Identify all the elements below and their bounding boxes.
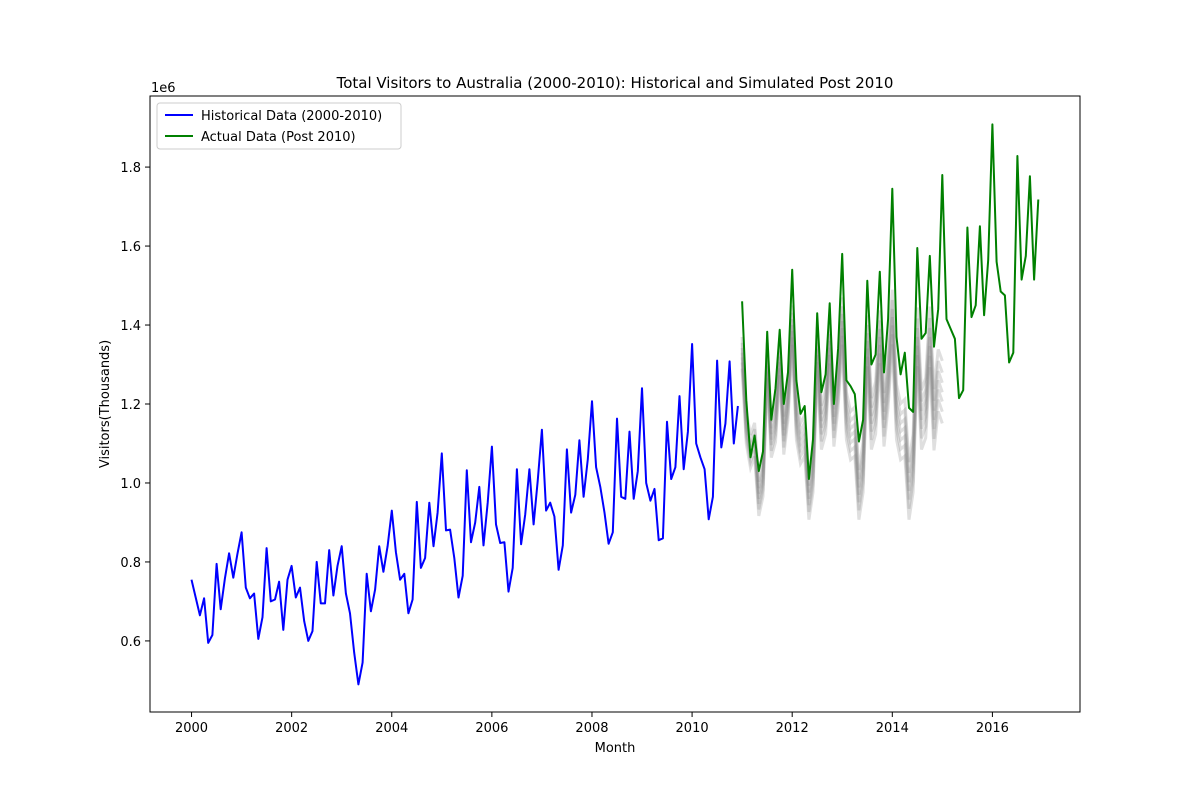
y-axis-label: Visitors(Thousands) [98,340,113,468]
simulation-path-3 [740,317,944,500]
x-tick-label: 2008 [575,721,608,736]
y-tick-label: 1.2 [120,398,141,413]
y-axis: 0.6 0.8 1.0 1.2 1.4 1.6 1.8 [120,161,150,650]
y-tick-label: 1.0 [120,477,141,492]
legend-frame [156,102,402,150]
x-axis-label: Month [595,741,636,756]
legend: Historical Data (2000-2010) Actual Data … [156,102,402,150]
legend-label-historical: Historical Data (2000-2010) [201,109,382,124]
x-tick-label: 2010 [676,721,709,736]
simulation-path-6 [740,289,944,483]
y-tick-label: 0.8 [120,556,141,571]
x-tick-label: 2002 [275,721,308,736]
simulation-path-0 [740,344,944,520]
plot-area [190,123,1040,686]
x-tick-label: 2014 [876,721,909,736]
x-tick-label: 2006 [475,721,508,736]
series-line-historical [190,343,739,686]
y-offset-label: 1e6 [151,81,176,96]
series-line-actual [741,123,1040,480]
y-tick-label: 1.4 [120,319,141,334]
simulation-path-5 [740,299,944,489]
chart-title: Total Visitors to Australia (2000-2010):… [336,74,894,92]
x-axis: 2000 2002 2004 2006 2008 2010 2012 2014 2016 [175,712,1009,736]
y-tick-label: 1.8 [120,161,141,176]
simulation-path-4 [740,308,944,494]
x-tick-label: 2004 [375,721,408,736]
x-tick-label: 2012 [776,721,809,736]
simulation-path-2 [740,325,944,506]
y-tick-label: 0.6 [120,635,141,650]
simulation-path-1 [740,334,944,513]
x-tick-label: 2000 [175,721,208,736]
x-tick-label: 2016 [976,721,1009,736]
y-tick-label: 1.6 [120,240,141,255]
legend-label-actual: Actual Data (Post 2010) [201,130,356,145]
